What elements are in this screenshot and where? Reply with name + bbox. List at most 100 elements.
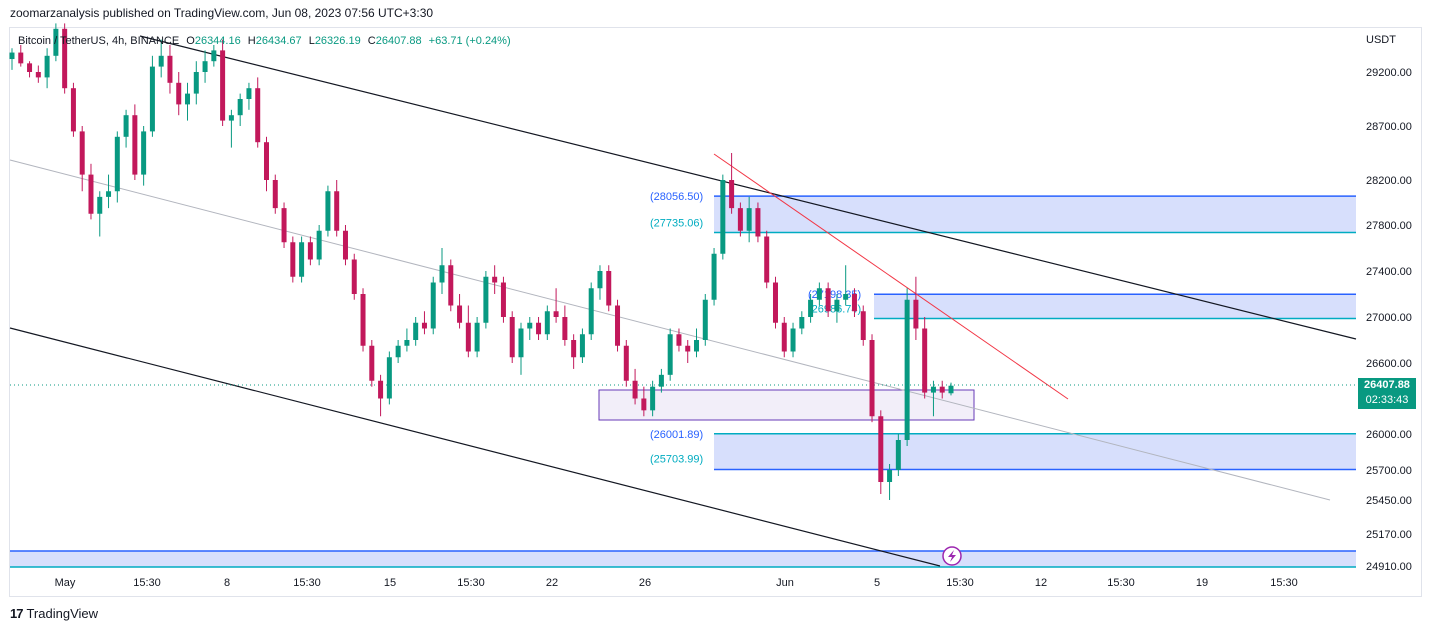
candle[interactable] [325,185,331,237]
candle[interactable] [772,276,778,329]
candle[interactable] [597,265,603,300]
candle[interactable] [500,276,506,323]
candle[interactable] [439,248,445,294]
candle[interactable] [737,202,743,237]
consolidation-box[interactable] [598,389,975,421]
candle[interactable] [527,317,533,340]
candle[interactable] [211,45,217,67]
candle[interactable] [685,340,691,363]
candle[interactable] [255,77,261,148]
candle[interactable] [615,299,621,352]
candle[interactable] [79,126,85,192]
candle[interactable] [816,282,822,306]
candle[interactable] [97,191,103,237]
candle[interactable] [922,317,928,399]
candle[interactable] [404,328,410,352]
candle[interactable] [35,65,41,83]
candle[interactable] [44,48,50,89]
candle[interactable] [658,368,664,393]
candle[interactable] [904,288,910,446]
candle[interactable] [641,386,647,417]
candle[interactable] [246,82,252,110]
candle[interactable] [281,202,287,249]
candle[interactable] [895,434,901,476]
candle[interactable] [299,236,305,283]
candle[interactable] [571,334,577,369]
candle[interactable] [62,23,68,94]
zone-bottom-band[interactable] [10,551,1356,567]
candle[interactable] [185,82,191,121]
candle[interactable] [544,305,550,341]
candle[interactable] [518,322,524,375]
candle[interactable] [220,39,226,126]
candle[interactable] [667,328,673,381]
candle[interactable] [606,265,612,312]
red-trend-line[interactable] [713,153,1069,400]
candle[interactable] [623,340,629,387]
candle[interactable] [448,259,454,312]
candle[interactable] [720,174,726,260]
candle[interactable] [851,288,857,317]
candle[interactable] [930,380,936,417]
zone-2[interactable] [874,294,1356,319]
candle[interactable] [53,23,59,62]
candle[interactable] [237,93,243,126]
candle[interactable] [887,464,893,500]
zone-1[interactable] [714,196,1356,233]
candle[interactable] [132,104,138,180]
candle[interactable] [342,225,348,266]
candle[interactable] [676,328,682,352]
candle[interactable] [939,380,945,399]
candle[interactable] [386,351,392,405]
candle[interactable] [860,305,866,346]
candle[interactable] [509,311,515,363]
candle[interactable] [878,410,884,494]
candle[interactable] [176,72,182,116]
candle[interactable] [167,45,173,94]
candle[interactable] [825,282,831,318]
candle[interactable] [474,317,480,358]
candle[interactable] [316,225,322,266]
candle[interactable] [70,82,76,137]
candle[interactable] [729,153,735,214]
candle[interactable] [492,265,498,294]
replay-icon[interactable] [942,546,962,566]
candle[interactable] [843,265,849,306]
candle[interactable] [351,253,357,300]
candle[interactable] [694,328,700,358]
candle[interactable] [808,294,814,323]
candle[interactable] [579,328,585,364]
candle[interactable] [913,276,919,340]
candle[interactable] [430,276,436,335]
candle[interactable] [746,196,752,243]
candle[interactable] [149,55,155,137]
candle[interactable] [799,311,805,335]
candle[interactable] [483,271,489,329]
candle[interactable] [334,180,340,237]
candle[interactable] [360,288,366,352]
candle[interactable] [141,126,147,186]
candle[interactable] [378,374,384,417]
candle[interactable] [123,109,129,148]
candle[interactable] [421,311,427,335]
candle[interactable] [413,317,419,346]
candle[interactable] [307,236,313,266]
candle[interactable] [9,48,15,70]
candle[interactable] [395,340,401,363]
symbol-name[interactable]: Bitcoin / TetherUS, 4h, BINANCE [18,35,180,47]
candle[interactable] [202,50,208,83]
candle[interactable] [588,282,594,341]
candle[interactable] [536,317,542,340]
candle[interactable] [272,174,278,214]
candle[interactable] [263,136,269,192]
candle[interactable] [948,382,954,396]
candle[interactable] [158,39,164,78]
candle[interactable] [790,322,796,358]
candle[interactable] [457,294,463,329]
candle[interactable] [562,305,568,346]
candle[interactable] [755,202,761,243]
candle[interactable] [764,230,770,289]
candle[interactable] [869,334,875,423]
channel-upper-line[interactable] [139,35,1357,340]
